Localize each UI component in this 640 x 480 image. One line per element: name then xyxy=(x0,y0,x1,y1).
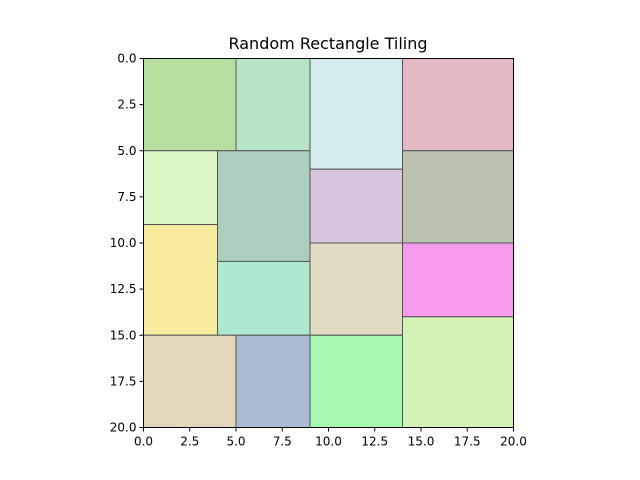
chart-title: Random Rectangle Tiling xyxy=(228,34,427,53)
tile-rect-8 xyxy=(402,150,514,244)
x-tick-label: 7.5 xyxy=(273,435,292,449)
tile-rect-6 xyxy=(217,150,311,262)
y-tick-label: 7.5 xyxy=(117,190,136,204)
tile-rect-16 xyxy=(402,316,514,428)
tile-rect-4 xyxy=(402,58,514,152)
tile-rect-15 xyxy=(309,334,403,428)
y-tick-label: 5.0 xyxy=(117,144,136,158)
x-tick-label: 5.0 xyxy=(226,435,245,449)
tile-rect-3 xyxy=(309,58,403,170)
x-tick-label: 17.5 xyxy=(454,435,481,449)
axes-group: 0.0 2.5 5.0 7.5 10.0 12.5 15.0 17.5 20.00.02.55.… xyxy=(110,52,527,449)
tile-rect-14 xyxy=(235,334,311,428)
y-tick-label: 2.5 xyxy=(117,98,136,112)
y-tick-label: 12.5 xyxy=(110,282,137,296)
x-tick-label: 15.0 xyxy=(408,435,435,449)
x-tick-label: 20.0 xyxy=(500,435,527,449)
y-tick-label: 0.0 xyxy=(117,52,136,66)
y-tick-label: 15.0 xyxy=(110,328,137,342)
tile-rect-13 xyxy=(143,334,237,428)
tile-rect-10 xyxy=(217,260,311,336)
x-tick-label: 12.5 xyxy=(361,435,388,449)
tile-rect-1 xyxy=(143,58,237,152)
y-tick-label: 17.5 xyxy=(110,374,137,388)
tiles-group xyxy=(143,58,514,428)
tile-rect-11 xyxy=(309,242,403,336)
tile-rect-7 xyxy=(309,168,403,244)
x-tick-label: 10.0 xyxy=(315,435,342,449)
y-tick-label: 20.0 xyxy=(110,421,137,435)
tile-rect-9 xyxy=(143,224,218,336)
tile-rect-2 xyxy=(235,58,311,152)
x-tick-label: 0.0 xyxy=(134,435,153,449)
tile-rect-12 xyxy=(402,242,514,318)
x-tick-label: 2.5 xyxy=(180,435,199,449)
y-tick-label: 10.0 xyxy=(110,236,137,250)
tile-rect-5 xyxy=(143,150,218,226)
